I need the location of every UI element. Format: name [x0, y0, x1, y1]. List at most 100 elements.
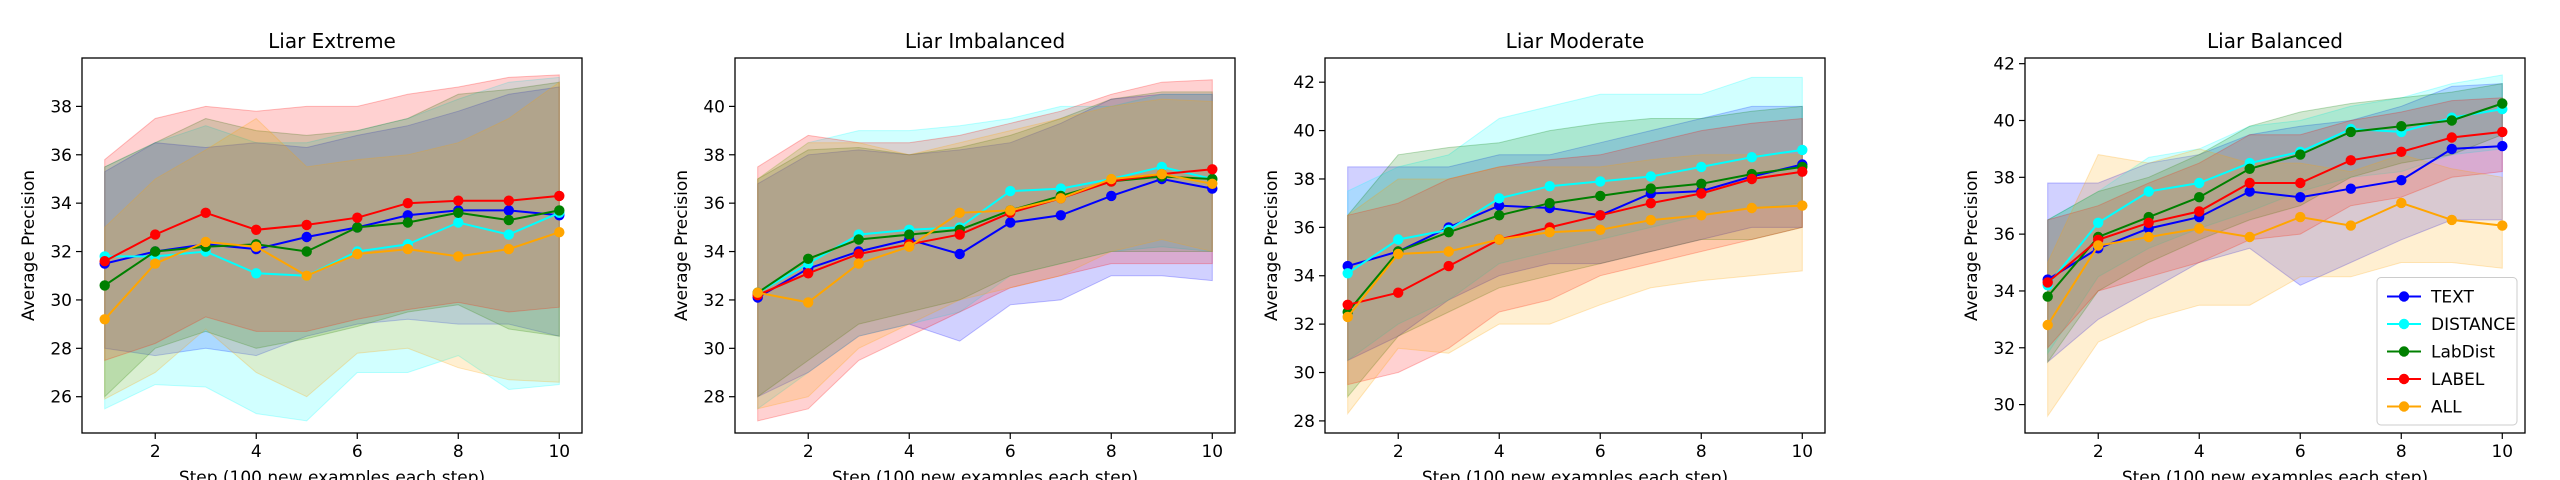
- data-point-label: [853, 248, 864, 260]
- x-tick-label: 8: [2396, 442, 2407, 462]
- y-tick-label: 28: [50, 339, 72, 359]
- chart-title: Liar Moderate: [1506, 29, 1645, 53]
- data-point-all: [2194, 223, 2205, 234]
- data-point-label: [200, 207, 211, 218]
- y-tick-label: 38: [703, 146, 725, 166]
- data-point-all: [1393, 248, 1404, 260]
- data-point-labdist: [1645, 183, 1657, 194]
- y-axis-label: Average Precision: [672, 170, 692, 321]
- x-tick-label: 10: [2491, 442, 2513, 462]
- band-text: [757, 93, 1213, 398]
- data-point-labdist: [402, 217, 413, 228]
- data-point-distance: [1494, 193, 1505, 204]
- legend: TEXT DISTANCE LabDist LABEL ALL: [2376, 277, 2518, 426]
- data-point-label: [2143, 217, 2154, 228]
- x-tick-label: 2: [803, 442, 814, 462]
- y-tick-label: 38: [50, 97, 72, 117]
- legend-label-text: TEXT: [2430, 288, 2474, 308]
- data-point-labdist: [2244, 163, 2255, 174]
- y-tick-label: 30: [703, 339, 725, 359]
- band-all: [2047, 148, 2503, 418]
- series-line-text: [757, 177, 1213, 299]
- y-tick-label: 34: [50, 194, 72, 214]
- data-point-distance: [1746, 152, 1758, 163]
- chart-panel-liar-moderate: 2 4 6 8 10 28 30 32 34 36 38 40 42 Liar Moderate Step …: [1262, 29, 1826, 480]
- data-point-labdist: [2042, 291, 2053, 302]
- data-point-distance: [2143, 186, 2154, 197]
- data-point-labdist: [503, 214, 514, 226]
- data-point-text: [1342, 260, 1353, 272]
- data-point-labdist: [1443, 227, 1454, 238]
- data-point-text: [301, 231, 312, 243]
- y-tick-label: 28: [1293, 412, 1315, 432]
- y-axis-label: Average Precision: [1262, 170, 1282, 321]
- data-point-all: [1342, 311, 1353, 323]
- data-point-all: [1106, 173, 1117, 185]
- y-tick-label: 30: [50, 291, 72, 311]
- axes-frame: [1324, 57, 1826, 434]
- data-point-text: [2396, 175, 2407, 186]
- y-tick-label: 32: [1293, 315, 1315, 335]
- y-tick-label: 36: [1993, 225, 2015, 245]
- series-line-labdist: [757, 175, 1213, 294]
- data-point-all: [1696, 210, 1707, 221]
- data-point-labdist: [803, 253, 814, 264]
- data-point-label: [251, 224, 262, 235]
- data-point-label: [1746, 173, 1758, 185]
- axes-frame: [734, 57, 1236, 434]
- data-point-label: [2345, 155, 2356, 166]
- y-tick-label: 30: [1293, 364, 1315, 384]
- x-tick-label: 6: [2295, 442, 2306, 462]
- series-line-label: [1347, 170, 1803, 306]
- data-point-label: [1696, 188, 1707, 199]
- data-point-all: [904, 241, 915, 252]
- data-point-label: [2295, 177, 2306, 189]
- data-point-all: [1207, 178, 1218, 189]
- y-tick-label: 36: [703, 194, 725, 214]
- data-point-label: [1645, 198, 1657, 209]
- data-point-all: [200, 236, 211, 248]
- data-point-distance: [1595, 176, 1606, 187]
- data-point-distance: [1342, 268, 1353, 279]
- band-all: [757, 98, 1213, 410]
- x-tick-label: 6: [352, 442, 363, 462]
- data-point-all: [2497, 220, 2508, 231]
- data-point-all: [1797, 200, 1808, 211]
- x-tick-label: 2: [2093, 442, 2104, 462]
- series-line-label: [757, 168, 1213, 297]
- data-point-distance: [1544, 181, 1555, 192]
- data-point-distance: [1005, 185, 1016, 197]
- data-point-label: [1207, 164, 1218, 175]
- data-point-distance: [1797, 144, 1808, 156]
- x-tick-label: 2: [1393, 442, 1404, 462]
- x-tick-label: 6: [1005, 442, 1016, 462]
- x-axis-label: Step (100 new examples each step): [2122, 468, 2428, 480]
- band-label: [104, 74, 560, 362]
- data-point-label: [554, 190, 565, 202]
- data-point-label: [954, 229, 965, 240]
- legend-label-labdist: LabDist: [2431, 343, 2495, 363]
- data-point-all: [1156, 168, 1168, 180]
- data-point-all: [1595, 224, 1606, 235]
- y-tick-label: 38: [1293, 170, 1315, 190]
- series-line-text: [2047, 145, 2503, 281]
- data-point-all: [2244, 231, 2255, 243]
- data-point-all: [2042, 319, 2053, 331]
- y-tick-label: 32: [703, 291, 725, 311]
- legend-item-text: TEXT: [2387, 288, 2474, 308]
- data-point-all: [954, 207, 965, 218]
- series-line-labdist: [1346, 165, 1803, 313]
- data-point-distance: [1156, 161, 1168, 173]
- legend-marker-all: [2398, 401, 2410, 412]
- data-point-distance: [1645, 171, 1657, 182]
- data-point-all: [503, 243, 514, 255]
- data-point-labdist: [99, 280, 110, 291]
- chart-title: Liar Imbalanced: [905, 29, 1065, 53]
- data-point-labdist: [1544, 198, 1555, 209]
- data-point-label: [453, 195, 464, 206]
- y-tick-label: 34: [703, 243, 725, 263]
- legend-marker-text: [2398, 291, 2410, 302]
- data-point-label: [2446, 132, 2457, 143]
- chart-title: Liar Extreme: [268, 29, 396, 53]
